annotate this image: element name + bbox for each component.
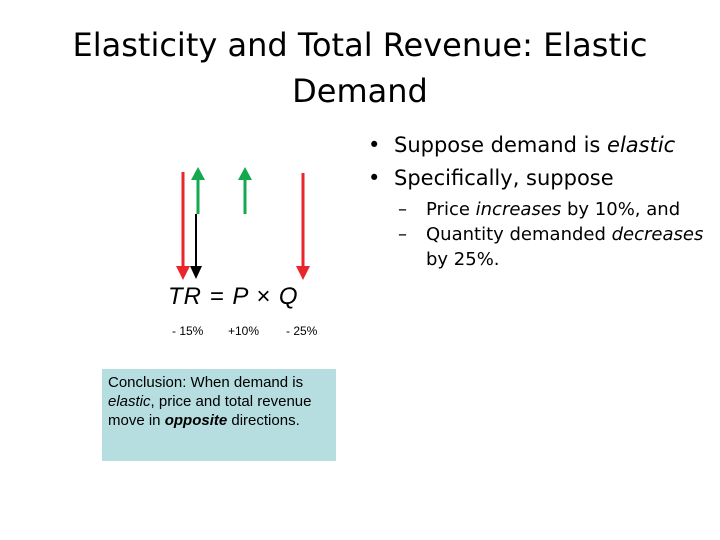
p-green-up-arrow (238, 167, 252, 214)
bullet-1-text: Suppose demand is (394, 133, 608, 157)
sub-bullet-1-emphasis: increases (475, 199, 562, 220)
bullet-specifically: • Specifically, suppose (364, 164, 704, 193)
conclusion-text-2: , price and total revenue move in (108, 393, 312, 429)
conclusion-text-3: directions. (227, 412, 300, 429)
conclusion-emphasis-opposite: opposite (164, 412, 228, 429)
conclusion-box: Conclusion: When demand is elastic, pric… (102, 369, 336, 461)
dash-icon: – (398, 224, 407, 245)
sub-bullet-2-emphasis: decreases (611, 224, 704, 245)
sub-bullet-1-pre: Price (426, 199, 476, 220)
bullet-dot-icon: • (368, 133, 381, 157)
conclusion-text-1: Conclusion: When demand is (108, 374, 304, 391)
q-change-label: - 25% (286, 324, 318, 338)
sub-bullet-price: – Price increases by 10%, and (364, 197, 704, 222)
sub-bullet-quantity: – Quantity demanded decreases by 25%. (364, 222, 704, 272)
sub-bullet-1-post: by 10%, and (561, 199, 681, 220)
conclusion-emphasis-elastic: elastic (108, 393, 151, 410)
sub-bullet-2-pre: Quantity demanded (426, 224, 612, 245)
sub-bullet-2-post: by 25%. (426, 249, 500, 270)
bullet-dot-icon: • (368, 166, 381, 190)
bullet-2-text: Specifically, suppose (394, 166, 614, 190)
bullet-elastic: • Suppose demand is elastic (364, 131, 704, 160)
revenue-equation: TR = P × Q (168, 283, 299, 310)
tr-change-label: - 15% (172, 324, 204, 338)
p-change-label: +10% (228, 324, 260, 338)
tr-black-down-arrow (190, 214, 202, 279)
bullet-list: • Suppose demand is elastic • Specifical… (364, 131, 704, 272)
q-red-down-arrow (296, 173, 310, 280)
tr-red-down-arrow (176, 172, 190, 280)
bullet-1-emphasis: elastic (607, 133, 676, 157)
slide-title: Elasticity and Total Revenue: Elastic De… (72, 26, 648, 110)
tr-green-up-arrow (191, 167, 205, 214)
dash-icon: – (398, 199, 407, 220)
